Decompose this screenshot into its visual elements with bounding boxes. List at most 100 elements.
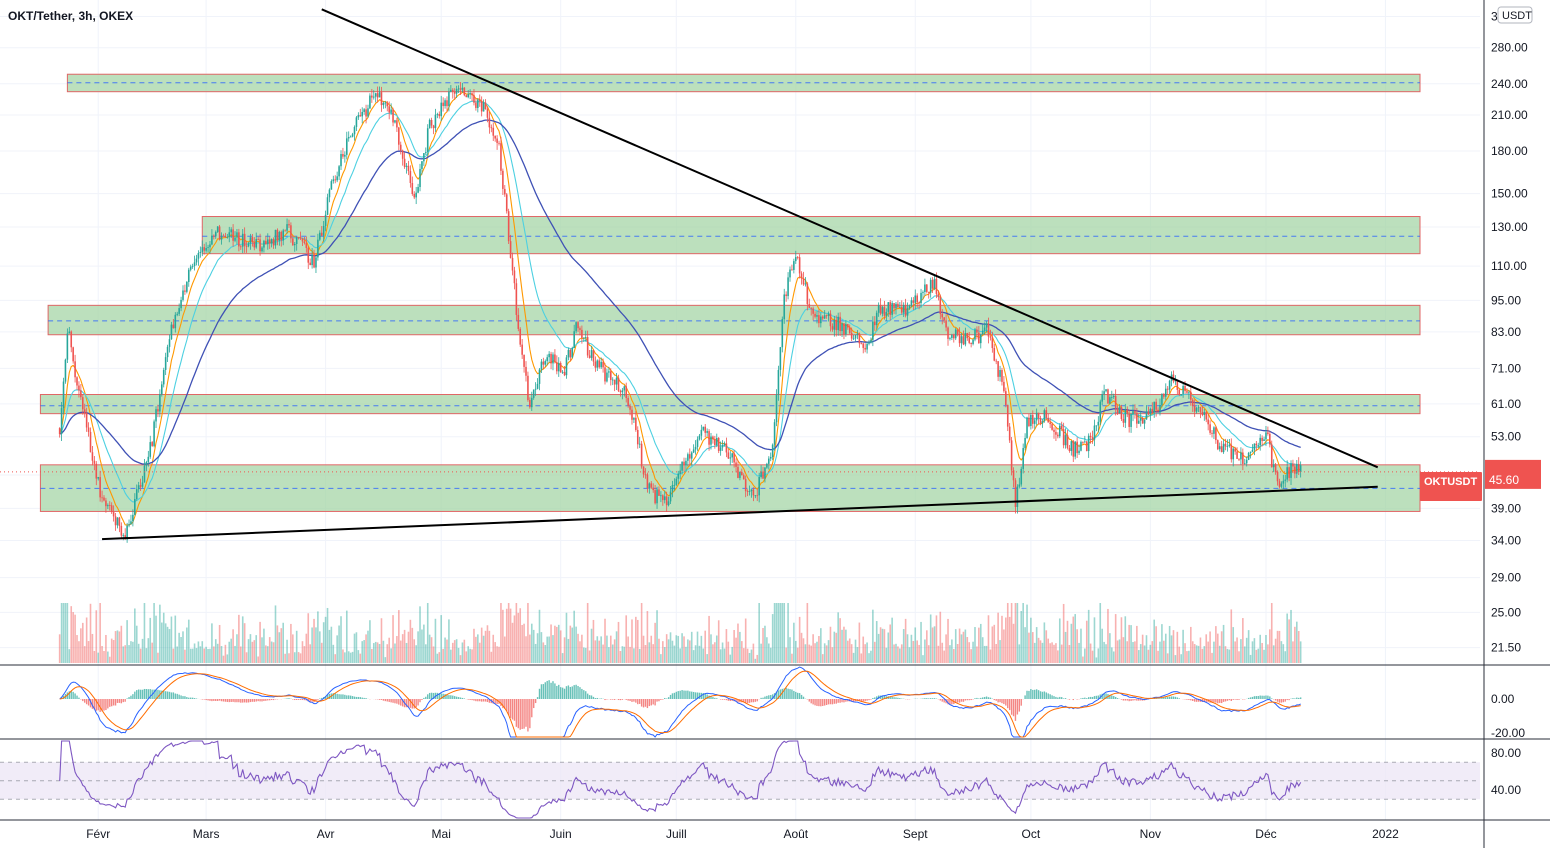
volume-bar [1232, 627, 1235, 663]
macd-histogram-bar [1238, 699, 1240, 700]
candle-body [224, 235, 227, 237]
volume-bar [1103, 641, 1105, 663]
candle-body [1297, 463, 1300, 472]
volume-bar [773, 603, 776, 663]
volume-bar [602, 644, 604, 663]
candle-body [1093, 425, 1096, 440]
candle-body [927, 291, 930, 293]
macd-histogram-bar [521, 699, 523, 729]
macd-histogram-bar [1126, 699, 1128, 701]
volume-bar [382, 640, 385, 663]
candle-body [1176, 380, 1179, 390]
volume-bar [272, 642, 275, 663]
volume-bar [715, 635, 718, 663]
macd-histogram-bar [858, 699, 861, 702]
candle-body [99, 477, 101, 498]
candle-body [1124, 409, 1127, 423]
volume-bar [301, 641, 304, 663]
volume-bar [1184, 643, 1186, 663]
macd-histogram-bar [249, 699, 252, 703]
macd-histogram-bar [931, 698, 934, 699]
candle-body [579, 328, 581, 330]
volume-bar [1294, 626, 1296, 663]
volume-bar [1153, 619, 1156, 663]
volume-bar [513, 615, 516, 663]
macd-histogram-bar [983, 696, 986, 699]
macd-histogram-bar [585, 691, 587, 699]
volume-bar [1203, 646, 1206, 663]
volume-bar [1058, 618, 1061, 663]
candle-body [1203, 412, 1206, 415]
candle-body [561, 371, 564, 373]
volume-bar [1055, 643, 1057, 663]
volume-bar [945, 634, 947, 663]
volume-bar [1178, 646, 1181, 663]
macd-histogram-bar [1064, 698, 1067, 699]
volume-bar [205, 646, 207, 663]
candle-body [546, 357, 549, 362]
volume-bar [1051, 642, 1053, 663]
candle-body [956, 329, 959, 334]
candle-body [773, 422, 776, 445]
candle-body [502, 170, 504, 189]
macd-histogram-bar [234, 699, 236, 703]
macd-histogram-bar [1230, 699, 1232, 701]
macd-histogram-bar [928, 698, 930, 699]
candle-body [889, 302, 892, 315]
candle-body [1030, 414, 1032, 427]
macd-histogram-bar [1020, 699, 1022, 706]
volume-bar [388, 637, 390, 663]
volume-bar [1251, 641, 1254, 663]
candle-body [1186, 391, 1188, 393]
candle-body [895, 303, 897, 309]
macd-histogram-bar [415, 699, 417, 708]
volume-bar [952, 649, 955, 663]
volume-bar [1037, 637, 1040, 663]
candle-body [856, 333, 859, 335]
volume-bar [756, 654, 759, 663]
macd-histogram-bar [496, 699, 498, 705]
volume-bar [477, 634, 479, 663]
macd-histogram-bar [947, 699, 949, 705]
y-tick-label: 61.00 [1491, 397, 1521, 411]
macd-histogram-bar [76, 695, 78, 699]
macd-histogram-bar [324, 696, 327, 699]
volume-bar [440, 615, 443, 663]
candle-body [159, 394, 161, 412]
candle-body [530, 397, 533, 408]
candle-body [153, 421, 155, 446]
macd-histogram-bar [943, 699, 945, 703]
candle-body [821, 316, 824, 319]
candle-body [1255, 443, 1258, 446]
candle-body [1259, 437, 1261, 446]
macd-histogram-bar [1138, 699, 1140, 701]
macd-histogram-bar [1003, 699, 1005, 705]
candle-body [1224, 443, 1227, 447]
volume-bar [1078, 642, 1080, 663]
trendlines[interactable] [102, 8, 1379, 541]
candle-body [646, 474, 649, 489]
volume-bar [785, 647, 787, 663]
candle-body [176, 313, 179, 315]
volume-bar [392, 615, 394, 663]
macd-histogram-bar [837, 699, 839, 703]
macd-histogram-bar [1188, 699, 1190, 700]
currency-label[interactable]: USDT [1497, 6, 1533, 24]
macd-histogram-bar [687, 690, 689, 699]
candle-body [704, 426, 707, 433]
volume-bar [660, 654, 662, 663]
volume-bar [1097, 648, 1100, 663]
candle-body [615, 377, 618, 385]
volume-bar [515, 603, 518, 663]
candle-body [1166, 388, 1169, 390]
y-tick-label: 280.00 [1491, 41, 1528, 55]
candle-body [525, 366, 527, 376]
candle-body [247, 243, 250, 247]
macd-histogram-bar [1288, 699, 1290, 701]
volume-bar [902, 629, 905, 663]
rsi-tick-label: 80.00 [1491, 746, 1521, 760]
x-tick-label: Oct [1022, 827, 1041, 841]
volume-bar [1130, 625, 1132, 663]
volume-bar [107, 651, 109, 663]
